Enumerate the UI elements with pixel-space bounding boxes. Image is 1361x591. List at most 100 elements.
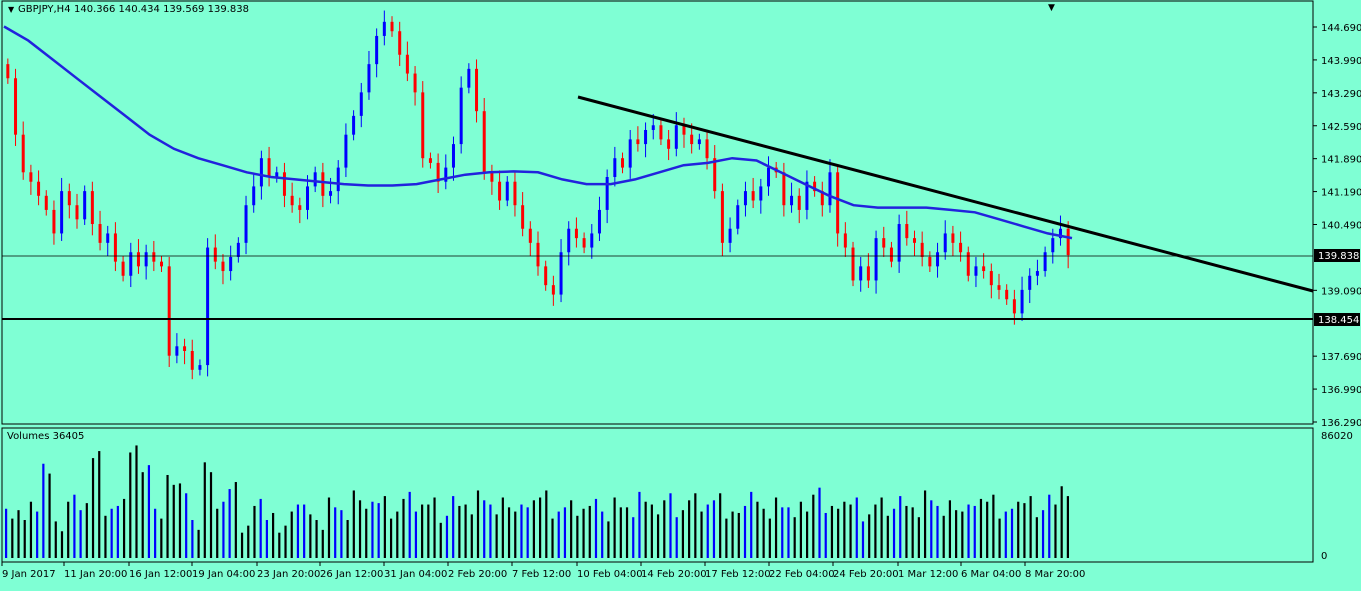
candle-body[interactable]	[144, 252, 148, 267]
candle-body[interactable]	[98, 224, 102, 243]
candle-body[interactable]	[843, 233, 847, 248]
candle-body[interactable]	[736, 205, 740, 229]
candle-body[interactable]	[52, 209, 56, 234]
candle-body[interactable]	[966, 252, 970, 276]
candle-body[interactable]	[60, 191, 64, 234]
candle-body[interactable]	[14, 78, 18, 135]
candle-body[interactable]	[621, 158, 625, 168]
candle-body[interactable]	[121, 261, 125, 276]
candle-body[interactable]	[83, 191, 87, 220]
candle-body[interactable]	[920, 242, 924, 257]
candle-body[interactable]	[190, 350, 194, 370]
candle-body[interactable]	[1058, 228, 1062, 239]
moving-average-line[interactable]	[3, 25, 1073, 240]
candle-body[interactable]	[974, 266, 978, 276]
candle-body[interactable]	[836, 172, 840, 234]
candle-body[interactable]	[29, 172, 33, 182]
candle-body[interactable]	[866, 266, 870, 281]
candle-body[interactable]	[459, 87, 463, 145]
candle-body[interactable]	[982, 266, 986, 272]
candle-body[interactable]	[298, 205, 302, 210]
candle-body[interactable]	[690, 134, 694, 145]
candle-body[interactable]	[75, 205, 79, 220]
candle-body[interactable]	[889, 247, 893, 262]
candle-body[interactable]	[1051, 238, 1055, 253]
candle-body[interactable]	[221, 261, 225, 272]
candle-body[interactable]	[467, 68, 471, 88]
candle-body[interactable]	[628, 139, 632, 168]
candle-body[interactable]	[659, 125, 663, 140]
candle-body[interactable]	[267, 158, 271, 178]
candle-body[interactable]	[782, 172, 786, 206]
candle-body[interactable]	[405, 54, 409, 74]
candle-body[interactable]	[582, 238, 586, 248]
candle-body[interactable]	[828, 172, 832, 206]
candle-body[interactable]	[344, 134, 348, 168]
candle-body[interactable]	[928, 256, 932, 267]
candle-body[interactable]	[175, 346, 179, 356]
candle-body[interactable]	[382, 21, 386, 36]
candle-body[interactable]	[513, 181, 517, 206]
candle-body[interactable]	[1066, 228, 1070, 256]
candle-body[interactable]	[651, 125, 655, 130]
candle-body[interactable]	[1028, 275, 1032, 290]
candle-body[interactable]	[636, 139, 640, 145]
candle-body[interactable]	[951, 233, 955, 243]
candle-body[interactable]	[498, 181, 502, 201]
candle-body[interactable]	[160, 261, 164, 267]
candle-body[interactable]	[505, 181, 509, 201]
candle-body[interactable]	[67, 191, 71, 206]
candle-body[interactable]	[682, 125, 686, 135]
candle-body[interactable]	[697, 139, 701, 145]
candle-body[interactable]	[551, 285, 555, 295]
candle-body[interactable]	[936, 252, 940, 267]
candle-body[interactable]	[313, 172, 317, 187]
candle-body[interactable]	[797, 195, 801, 210]
candle-body[interactable]	[767, 167, 771, 187]
candle-body[interactable]	[21, 134, 25, 173]
candle-body[interactable]	[375, 35, 379, 65]
candle-body[interactable]	[129, 252, 133, 276]
candle-body[interactable]	[305, 186, 309, 210]
candle-body[interactable]	[136, 252, 140, 267]
candle-body[interactable]	[321, 172, 325, 196]
candle-body[interactable]	[6, 64, 10, 79]
trendline[interactable]	[577, 95, 1314, 293]
candle-body[interactable]	[1020, 289, 1024, 314]
candle-body[interactable]	[713, 158, 717, 192]
candle-body[interactable]	[451, 144, 455, 168]
candle-body[interactable]	[544, 266, 548, 286]
candle-body[interactable]	[820, 191, 824, 206]
candle-body[interactable]	[428, 158, 432, 163]
candle-body[interactable]	[206, 247, 210, 366]
candle-body[interactable]	[859, 266, 863, 281]
candle-body[interactable]	[897, 224, 901, 262]
shift-marker-icon[interactable]: ▼	[1048, 3, 1055, 13]
candle-body[interactable]	[751, 191, 755, 201]
candle-body[interactable]	[390, 21, 394, 32]
candle-body[interactable]	[759, 186, 763, 201]
candle-body[interactable]	[183, 346, 187, 351]
candle-body[interactable]	[521, 205, 525, 229]
candle-body[interactable]	[597, 209, 601, 234]
candle-body[interactable]	[167, 266, 171, 356]
candle-body[interactable]	[490, 172, 494, 182]
candle-body[interactable]	[421, 92, 425, 159]
candle-body[interactable]	[997, 285, 1001, 290]
candle-body[interactable]	[336, 167, 340, 192]
candle-body[interactable]	[813, 181, 817, 192]
candle-body[interactable]	[1043, 252, 1047, 272]
candle-body[interactable]	[475, 68, 479, 112]
candle-body[interactable]	[352, 115, 356, 135]
candle-body[interactable]	[705, 139, 709, 159]
candle-body[interactable]	[790, 195, 794, 206]
candle-body[interactable]	[728, 228, 732, 243]
candle-body[interactable]	[44, 195, 48, 210]
candle-body[interactable]	[244, 205, 248, 243]
candle-body[interactable]	[559, 252, 563, 295]
candle-body[interactable]	[236, 242, 240, 257]
candle-body[interactable]	[989, 271, 993, 286]
candle-body[interactable]	[413, 73, 417, 93]
candle-body[interactable]	[152, 252, 156, 262]
